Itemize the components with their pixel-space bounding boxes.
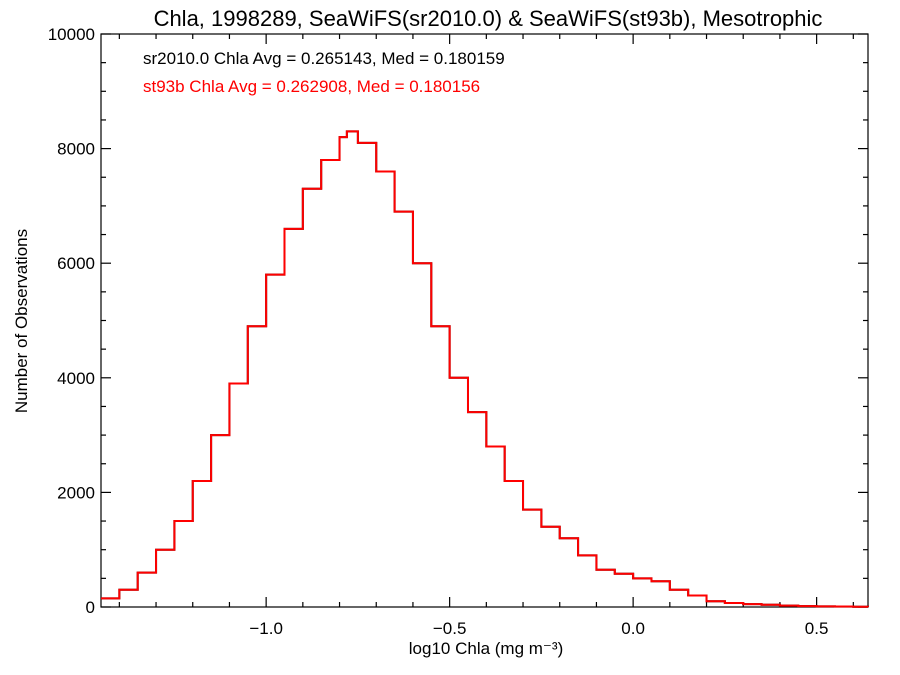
x-axis-label: log10 Chla (mg m⁻³) [409,639,563,658]
series-line-sr2010.0 [101,130,869,608]
x-tick-label: 0.5 [805,619,829,638]
y-axis-label: Number of Observations [12,229,31,413]
x-tick-label: −0.5 [433,619,467,638]
y-tick-label: 4000 [57,369,95,388]
annotation-st93b: st93b Chla Avg = 0.262908, Med = 0.18015… [143,77,480,96]
y-tick-label: 0 [86,598,95,617]
plot-frame [100,33,869,608]
x-tick-label: −1.0 [249,619,283,638]
series-lines [101,130,869,608]
y-tick-label: 6000 [57,254,95,273]
y-tick-label: 8000 [57,140,95,159]
chart-title: Chla, 1998289, SeaWiFS(sr2010.0) & SeaWi… [154,6,823,31]
series-line-st93b [101,130,869,608]
axis-ticks: 0 2000 4000 6000 8000 10000 −1.0 −0.5 0.0 0.5 [48,25,868,638]
annotation-sr2010: sr2010.0 Chla Avg = 0.265143, Med = 0.18… [143,49,505,68]
x-tick-label: 0.0 [621,619,645,638]
y-tick-label: 10000 [48,25,95,44]
y-tick-label: 2000 [57,483,95,502]
